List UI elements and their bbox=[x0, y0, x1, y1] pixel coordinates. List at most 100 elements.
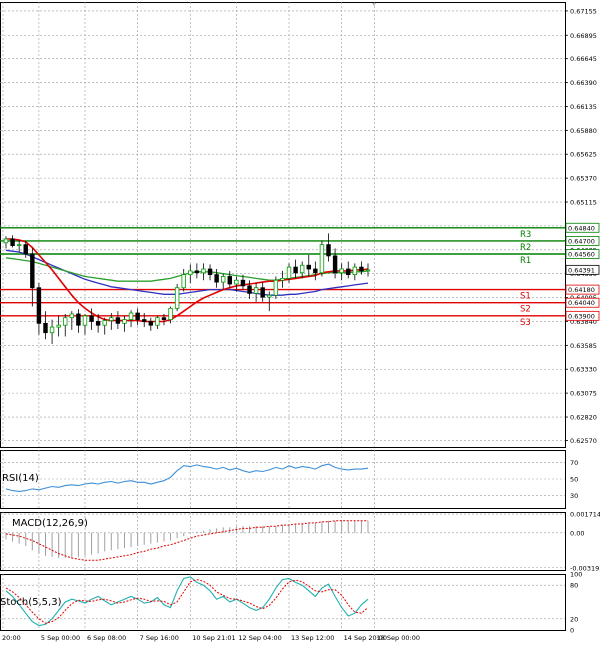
y-tick-label: 0.66135 bbox=[570, 103, 597, 111]
candle-body bbox=[326, 244, 331, 257]
candle-body bbox=[82, 315, 88, 326]
candle-body bbox=[30, 253, 35, 289]
rsi-label: RSI(14) bbox=[2, 473, 39, 484]
x-tick-label: 10 Sep 21:01 bbox=[192, 634, 235, 642]
candle-body bbox=[234, 279, 239, 285]
candle-body bbox=[148, 321, 154, 326]
level-price-box bbox=[565, 222, 600, 233]
candle-body bbox=[359, 266, 364, 272]
candle-body bbox=[313, 268, 318, 274]
rsi-tick-label: 70 bbox=[570, 459, 578, 467]
candle-body bbox=[365, 269, 371, 272]
level-name-S1: S1 bbox=[520, 292, 531, 302]
panel-frame-macd bbox=[0, 512, 566, 571]
rsi-tick-label: 50 bbox=[570, 476, 578, 484]
candle-body bbox=[122, 319, 127, 324]
candle-body bbox=[181, 274, 186, 289]
candle-body bbox=[174, 287, 180, 309]
candle-body bbox=[10, 238, 15, 246]
candle-body bbox=[240, 279, 246, 287]
level-price-box bbox=[565, 297, 600, 308]
candle-body bbox=[286, 266, 292, 279]
candle-body bbox=[76, 313, 81, 326]
x-tick-label: 7 Sep 16:00 bbox=[140, 634, 179, 642]
candle-body bbox=[23, 244, 28, 255]
y-tick-label: 0.63330 bbox=[570, 366, 597, 374]
candle-body bbox=[214, 274, 219, 283]
y-tick-label: 0.66895 bbox=[570, 32, 597, 40]
x-tick-label: 5 Sep 00:00 bbox=[41, 634, 80, 642]
panel-frame-stoch bbox=[0, 574, 566, 631]
candle-body bbox=[346, 268, 351, 276]
stoch-k-line bbox=[5, 576, 369, 627]
level-name-R2: R2 bbox=[520, 243, 531, 253]
level-name-R1: R1 bbox=[520, 256, 531, 266]
candle-body bbox=[227, 276, 232, 285]
candle-body bbox=[3, 238, 9, 244]
candle-body bbox=[339, 268, 344, 274]
candle-body bbox=[207, 268, 213, 276]
y-tick-label: 0.67155 bbox=[570, 7, 597, 15]
stoch-tick-label: 80 bbox=[570, 582, 578, 590]
x-tick-label: 18 Sep 00:00 bbox=[377, 634, 420, 642]
candle-body bbox=[161, 317, 167, 320]
y-tick-label: 0.63585 bbox=[570, 342, 597, 350]
candle-body bbox=[135, 312, 140, 320]
level-name-R3: R3 bbox=[520, 230, 531, 240]
candle-body bbox=[352, 266, 358, 276]
candle-body bbox=[89, 315, 94, 322]
candle-body bbox=[273, 279, 279, 296]
candle-body bbox=[102, 320, 107, 326]
x-tick-label: 6 Sep 08:00 bbox=[87, 634, 126, 642]
y-tick-label: 0.66645 bbox=[570, 55, 597, 63]
sma-mid-line bbox=[5, 257, 369, 282]
candle-body bbox=[36, 287, 42, 324]
candle-body bbox=[194, 270, 200, 274]
panel-frame-rsi bbox=[0, 450, 566, 509]
level-price-label: 0.64040 bbox=[568, 299, 595, 307]
y-tick-label: 0.65115 bbox=[570, 199, 597, 207]
y-tick-label: 0.62570 bbox=[570, 437, 597, 445]
stoch-tick-label: 100 bbox=[570, 571, 582, 579]
y-tick-label: 0.63075 bbox=[570, 390, 597, 398]
candle-body bbox=[188, 270, 193, 276]
level-name-S2: S2 bbox=[520, 305, 531, 315]
level-price-box bbox=[565, 249, 600, 259]
level-price-label: 0.64700 bbox=[568, 237, 595, 245]
candle-body bbox=[306, 264, 311, 270]
stoch-tick-label: 0 bbox=[570, 627, 574, 635]
scroll-marker-icon bbox=[372, 3, 376, 6]
last-price-box bbox=[565, 264, 600, 275]
candle-body bbox=[109, 317, 114, 321]
stoch-label: Stoch(5,5,3) bbox=[0, 597, 62, 608]
candle-body bbox=[260, 287, 265, 298]
candle-body bbox=[16, 244, 22, 247]
sma-fast-line bbox=[6, 238, 369, 323]
candle-body bbox=[63, 317, 68, 326]
level-price-box bbox=[565, 310, 600, 321]
rsi-line bbox=[5, 463, 369, 492]
candle-body bbox=[247, 285, 252, 294]
macd-tick-label: 0.001714 bbox=[570, 511, 600, 519]
candle-body bbox=[115, 317, 121, 324]
candle-body bbox=[69, 313, 75, 319]
y-tick-label: 0.62820 bbox=[570, 414, 597, 422]
candle-body bbox=[293, 266, 298, 274]
y-tick-label: 0.63840 bbox=[570, 318, 597, 326]
candle-body bbox=[49, 326, 55, 334]
candle-body bbox=[332, 255, 338, 274]
y-tick-label: 0.66390 bbox=[570, 79, 597, 87]
level-price-box bbox=[565, 235, 600, 246]
candle-body bbox=[128, 312, 134, 320]
level-price-label: 0.63900 bbox=[568, 312, 595, 320]
y-tick-label: 0.65370 bbox=[570, 175, 597, 183]
candle-body bbox=[253, 287, 259, 294]
candle-body bbox=[201, 268, 206, 274]
level-price-label: 0.64840 bbox=[568, 224, 595, 232]
level-price-label: 0.64180 bbox=[568, 286, 595, 294]
x-tick-label: 14 Sep 20:00 bbox=[344, 634, 387, 642]
x-tick-label: 20:00 bbox=[2, 634, 21, 642]
level-price-label: 0.64560 bbox=[568, 251, 595, 259]
candle-body bbox=[142, 319, 147, 322]
